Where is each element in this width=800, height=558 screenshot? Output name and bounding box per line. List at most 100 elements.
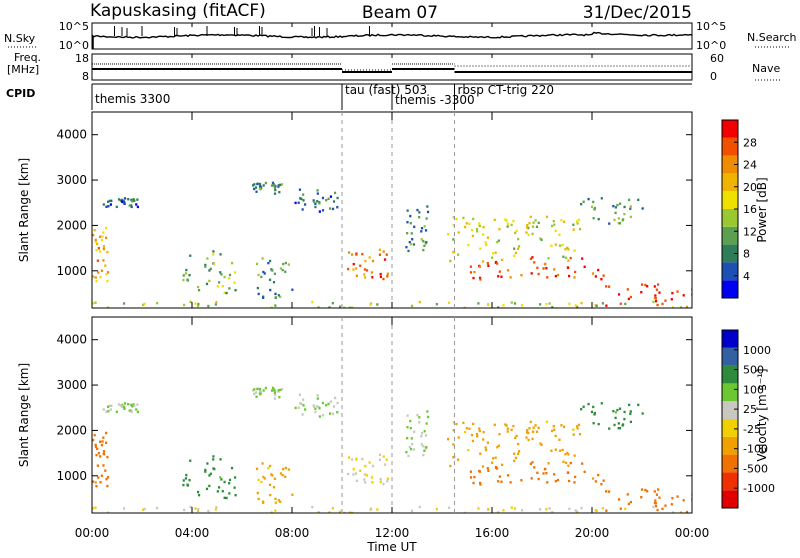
velocity-cell: [452, 421, 455, 424]
power-cell: [410, 304, 414, 308]
power-cell: [486, 236, 489, 239]
power-cell: [617, 217, 620, 220]
colorbar-swatch: [722, 137, 738, 156]
power-cell: [614, 206, 618, 209]
velocity-cell: [573, 454, 576, 457]
power-cell: [425, 241, 428, 244]
velocity-cell: [142, 508, 145, 512]
velocity-cell: [256, 491, 259, 495]
velocity-cell: [274, 497, 277, 501]
power-cell: [617, 222, 620, 225]
power-cell: [93, 228, 96, 232]
power-cell: [539, 237, 542, 240]
power-cell: [670, 298, 673, 301]
power-cell: [278, 190, 281, 194]
power-cell: [608, 222, 611, 225]
velocity-cell: [468, 427, 471, 430]
velocity-cell: [520, 479, 523, 482]
velocity-cell: [268, 483, 272, 486]
velocity-cell: [497, 480, 500, 483]
velocity-cell: [498, 433, 501, 436]
velocity-cell: [278, 395, 281, 399]
power-cell: [471, 234, 475, 238]
velocity-cell: [379, 480, 382, 484]
velocity-cell: [279, 500, 282, 503]
nave-label: Nave: [752, 62, 780, 75]
power-cell: [312, 200, 316, 203]
velocity-cell: [382, 455, 385, 458]
power-cell: [622, 218, 625, 221]
velocity-cell: [371, 481, 374, 484]
velocity-cell: [182, 479, 185, 482]
power-cell: [331, 301, 334, 305]
velocity-cell: [561, 448, 564, 452]
velocity-cell: [423, 430, 426, 433]
velocity-cell: [608, 427, 611, 430]
velocity-cell: [123, 402, 127, 405]
power-cell: [592, 217, 595, 220]
power-cell: [500, 275, 503, 278]
velocity-cell: [102, 452, 105, 456]
power-cell: [653, 285, 656, 288]
colorbar-swatch: [722, 155, 738, 174]
power-cell: [95, 279, 98, 283]
power-cell: [279, 295, 282, 298]
velocity-cell: [254, 391, 258, 394]
velocity-cell: [623, 410, 626, 414]
power-cell: [302, 193, 305, 196]
power-cell: [479, 278, 482, 281]
velocity-y-ticks: 1000 2000 3000 4000: [56, 333, 692, 483]
velocity-cell: [554, 448, 557, 451]
velocity-cell: [506, 430, 509, 433]
power-cell: [406, 209, 409, 212]
power-cell: [233, 271, 237, 274]
velocity-cell: [233, 476, 237, 479]
velocity-cell: [629, 410, 632, 413]
power-cell: [234, 288, 237, 292]
velocity-cell: [332, 405, 336, 408]
freq-label-line1: Freq.: [14, 51, 41, 64]
nsearch-tick-bottom: 10^0: [696, 39, 726, 52]
power-cell: [559, 244, 562, 247]
power-cell: [228, 273, 232, 277]
velocity-cell: [273, 397, 277, 400]
velocity-cell: [268, 464, 272, 468]
power-cell: [219, 253, 222, 256]
time-tick-label: 04:00: [175, 526, 210, 540]
velocity-cell: [629, 420, 633, 424]
colorbar-swatch: [722, 330, 738, 348]
colorbar-tick-label: 12: [743, 225, 757, 238]
velocity-cell: [297, 406, 300, 409]
power-cell: [482, 226, 485, 229]
power-cell: [269, 288, 272, 292]
nsky-label: N.Sky: [4, 32, 36, 45]
velocity-cell: [331, 412, 335, 416]
power-cell: [100, 269, 104, 272]
power-cell: [497, 275, 500, 278]
power-cell: [274, 292, 277, 296]
velocity-cell: [321, 414, 325, 417]
velocity-cell: [510, 506, 513, 509]
power-cell: [426, 210, 430, 214]
power-cell: [328, 306, 331, 308]
power-cell: [97, 247, 101, 250]
velocity-cell: [506, 474, 510, 477]
power-cell: [426, 205, 429, 208]
velocity-cell: [580, 506, 583, 510]
velocity-cell: [410, 437, 413, 440]
power-cell: [550, 244, 553, 247]
power-cell: [411, 238, 414, 241]
beam-title: Beam 07: [362, 3, 438, 23]
power-cell: [121, 198, 124, 202]
velocity-cell: [491, 461, 494, 464]
power-cell: [99, 250, 102, 253]
power-cell: [478, 224, 481, 228]
velocity-cell: [564, 453, 567, 456]
velocity-cell: [680, 511, 683, 513]
velocity-cell: [515, 434, 518, 438]
power-cell: [321, 209, 325, 212]
velocity-cell: [580, 407, 583, 411]
velocity-cell: [131, 405, 134, 408]
velocity-cell: [343, 511, 346, 513]
power-cell: [97, 271, 100, 274]
